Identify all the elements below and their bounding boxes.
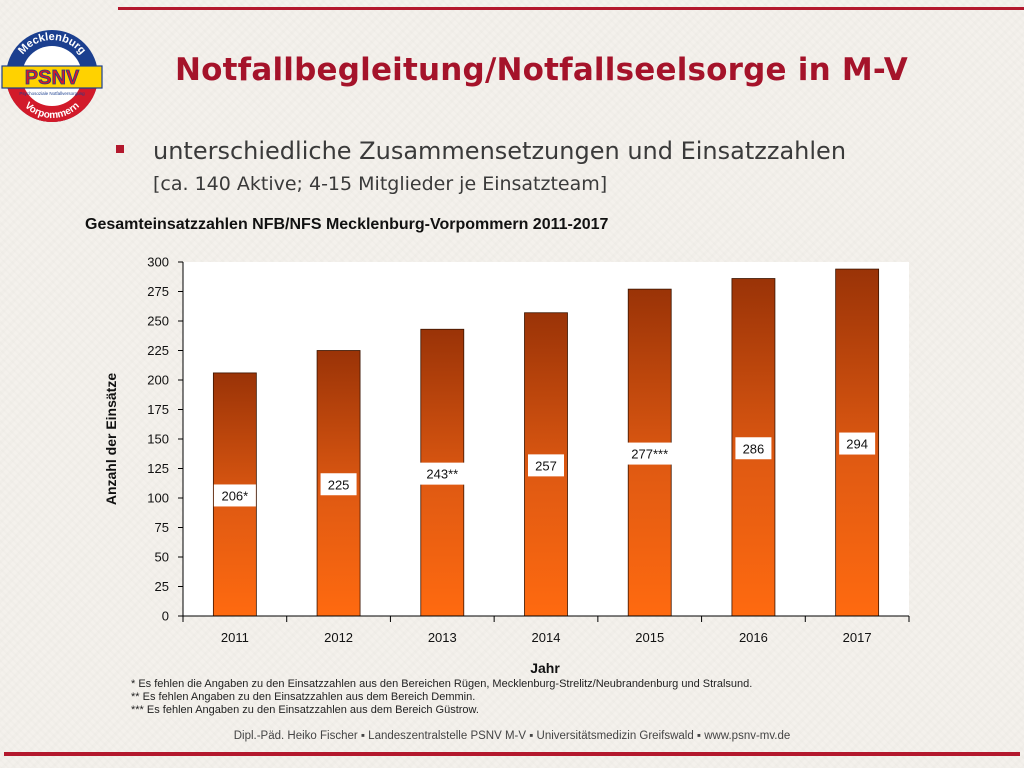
bullet-square-icon [116,145,124,153]
y-tick-label: 150 [147,432,169,447]
data-label: 257 [535,458,557,473]
x-axis-label: Jahr [530,660,560,676]
data-label-box [528,454,564,477]
data-label-box [735,437,772,460]
y-axis-label: Anzahl der Einsätze [103,373,119,505]
x-tick-label: 2017 [843,630,872,645]
y-tick-label: 200 [147,373,169,388]
footnotes: * Es fehlen die Angaben zu den Einsatzza… [131,678,752,717]
x-tick-label: 2014 [532,630,561,645]
y-tick-label: 300 [147,255,169,270]
data-label-box [320,473,357,496]
x-tick-label: 2013 [428,630,457,645]
data-label: 243** [426,467,458,482]
y-tick-label: 25 [155,579,169,594]
x-tick-label: 2016 [739,630,768,645]
data-label: 286 [743,441,765,456]
data-label-box [417,462,468,485]
data-label-box [213,484,256,507]
x-tick-label: 2011 [221,630,249,645]
data-label: 206* [221,488,248,503]
y-tick-label: 125 [147,461,169,476]
bullet-subline: [ca. 140 Aktive; 4-15 Mitglieder je Eins… [153,173,608,195]
psnv-logo: Mecklenburg Vorpommern PSNV Psychosozial… [1,30,103,122]
y-tick-label: 175 [147,402,169,417]
y-tick-label: 50 [155,550,169,565]
data-label: 277*** [631,447,668,462]
x-tick-label: 2012 [324,630,353,645]
data-label-box [839,432,876,455]
bottom-rule [4,752,1020,756]
y-tick-label: 0 [162,609,169,624]
logo-main-text: PSNV [25,67,80,89]
footnote-3: *** Es fehlen Angaben zu den Einsatzzahl… [131,704,479,716]
y-tick-label: 100 [147,491,169,506]
y-tick-label: 75 [155,520,169,535]
data-label: 294 [846,437,868,452]
footnote-2: ** Es fehlen Angaben zu den Einsatzzahle… [131,691,476,703]
y-tick-label: 250 [147,314,169,329]
footnote-1: * Es fehlen die Angaben zu den Einsatzza… [131,678,753,690]
top-rule [118,7,1024,10]
data-label-box [620,442,679,465]
y-tick-label: 275 [147,284,169,299]
bullet-text: unterschiedliche Zusammensetzungen und E… [153,137,847,165]
footer-credit: Dipl.-Päd. Heiko Fischer ▪ Landeszentral… [233,730,791,742]
chart-title: Gesamteinsatzzahlen NFB/NFS Mecklenburg-… [85,216,609,233]
data-label: 225 [328,477,350,492]
y-tick-label: 225 [147,343,169,358]
logo-sub-text: Psychosoziale Notfallversorgung [19,91,85,96]
x-tick-label: 2015 [635,630,664,645]
slide-title: Notfallbegleitung/Notfallseelsorge in M-… [175,52,908,88]
